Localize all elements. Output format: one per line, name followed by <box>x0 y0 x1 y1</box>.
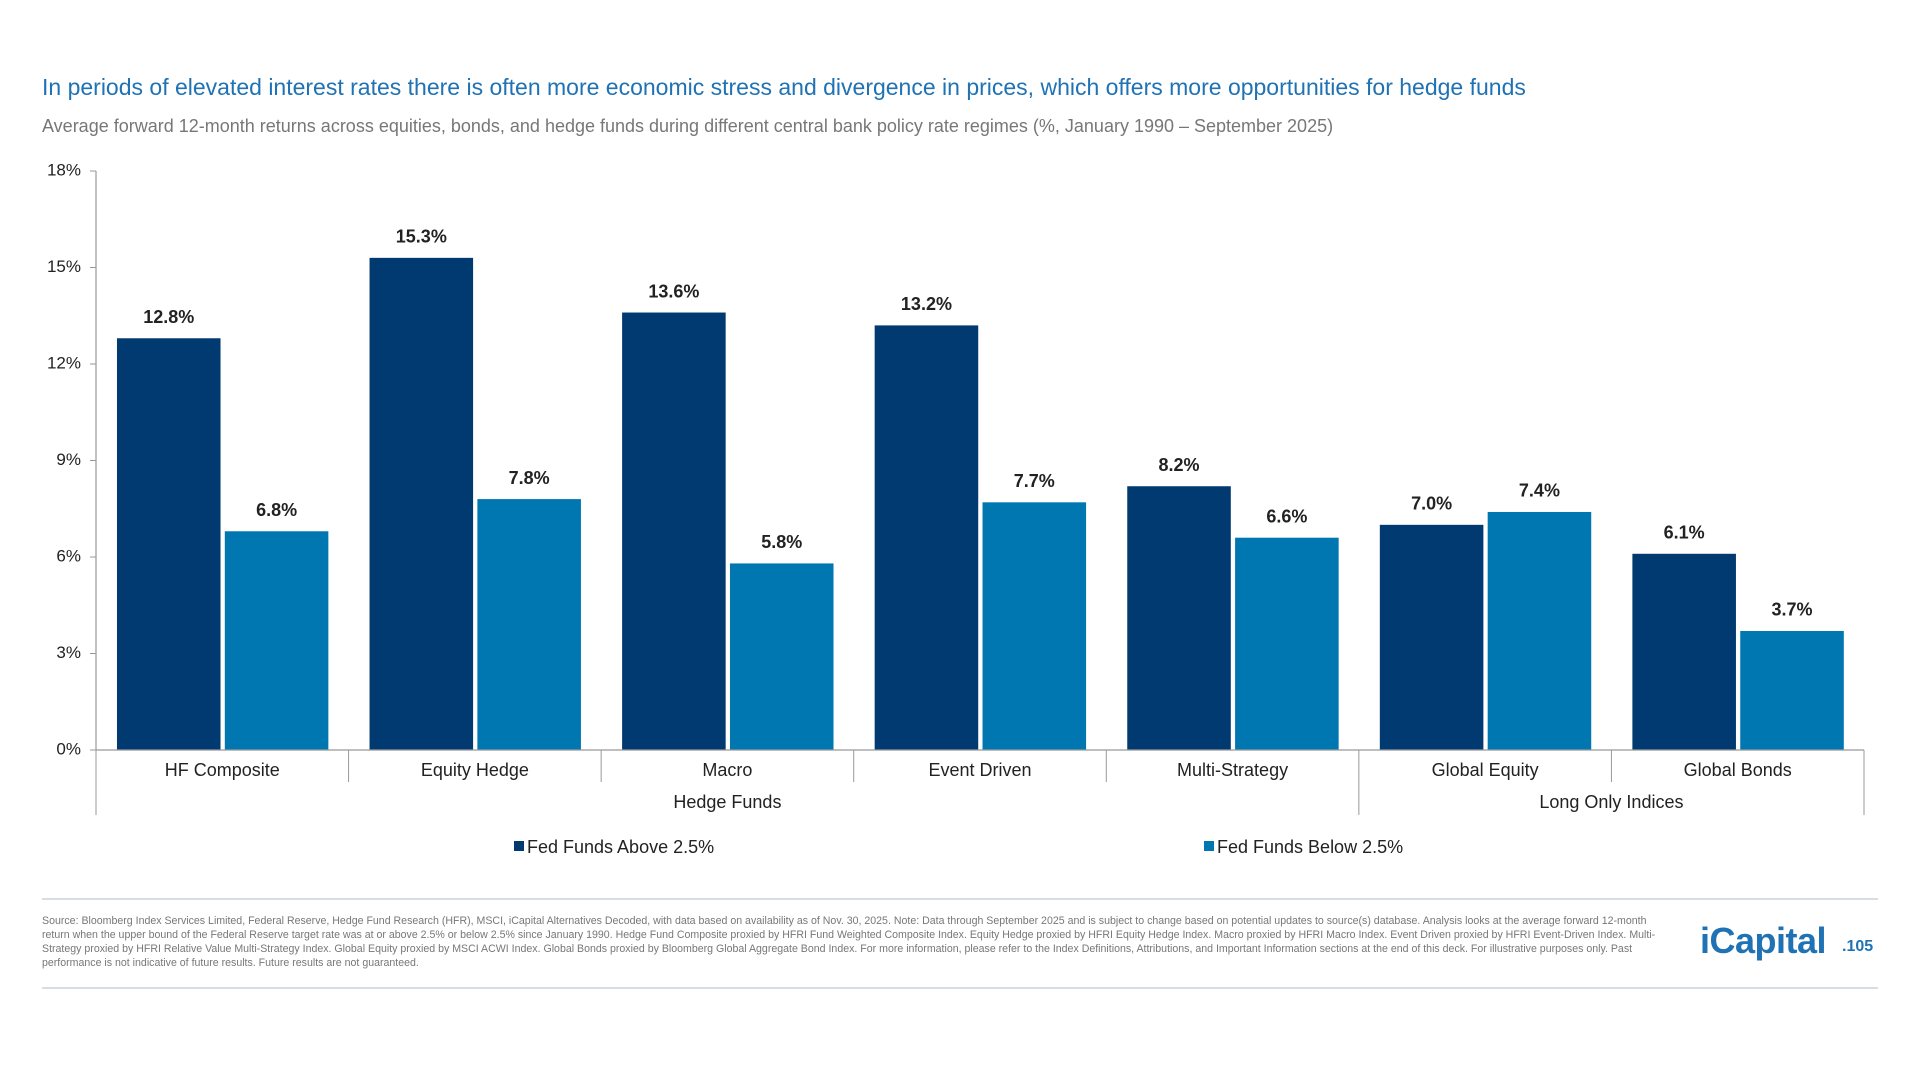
x-tick-label: Global Bonds <box>1684 760 1792 780</box>
group-label: Hedge Funds <box>673 792 781 812</box>
value-label: 7.0% <box>1411 494 1452 514</box>
x-tick-label: HF Composite <box>165 760 280 780</box>
source-note: Source: Bloomberg Index Services Limited… <box>42 915 1656 969</box>
bar <box>477 499 581 750</box>
bar <box>1740 630 1844 750</box>
value-label: 12.8% <box>143 307 194 327</box>
bar <box>369 257 474 750</box>
y-tick-label: 0% <box>56 739 81 758</box>
bar <box>982 502 1087 750</box>
legend-swatch <box>514 841 524 851</box>
y-tick-label: 9% <box>56 450 81 469</box>
bar <box>622 312 726 750</box>
x-tick-label: Multi-Strategy <box>1177 760 1288 780</box>
group-label: Long Only Indices <box>1539 792 1683 812</box>
chart-title: In periods of elevated interest rates th… <box>42 74 1526 100</box>
page-number: .105 <box>1842 938 1874 955</box>
bar <box>1379 524 1484 750</box>
value-label: 7.4% <box>1519 481 1560 501</box>
x-tick-label: Global Equity <box>1432 760 1539 780</box>
legend-label: Fed Funds Below 2.5% <box>1217 837 1403 857</box>
bar <box>116 338 221 750</box>
y-tick-label: 15% <box>47 257 81 276</box>
y-tick-label: 18% <box>47 160 81 179</box>
x-tick-label: Equity Hedge <box>421 760 529 780</box>
bar <box>1487 511 1592 750</box>
bar <box>729 563 834 750</box>
value-label: 13.2% <box>901 294 952 314</box>
value-label: 6.1% <box>1664 523 1705 543</box>
value-label: 6.8% <box>256 500 297 520</box>
value-label: 15.3% <box>396 227 447 247</box>
bar <box>1235 537 1339 750</box>
legend-swatch <box>1204 841 1214 851</box>
value-label: 6.6% <box>1266 506 1307 526</box>
value-label: 3.7% <box>1772 600 1813 620</box>
x-tick-label: Macro <box>702 760 752 780</box>
value-label: 5.8% <box>761 532 802 552</box>
value-label: 8.2% <box>1159 455 1200 475</box>
x-tick-label: Event Driven <box>928 760 1031 780</box>
y-tick-label: 3% <box>56 643 81 662</box>
y-tick-label: 12% <box>47 353 81 372</box>
bar <box>1127 486 1231 750</box>
value-label: 13.6% <box>648 281 699 301</box>
bar <box>1632 553 1736 750</box>
value-label: 7.7% <box>1014 471 1055 491</box>
legend-label: Fed Funds Above 2.5% <box>527 837 714 857</box>
chart-subtitle: Average forward 12-month returns across … <box>42 116 1334 136</box>
value-label: 7.8% <box>509 468 550 488</box>
bar <box>224 531 329 750</box>
logo: iCapital <box>1700 920 1827 961</box>
bar <box>874 325 979 750</box>
y-tick-label: 6% <box>56 546 81 565</box>
